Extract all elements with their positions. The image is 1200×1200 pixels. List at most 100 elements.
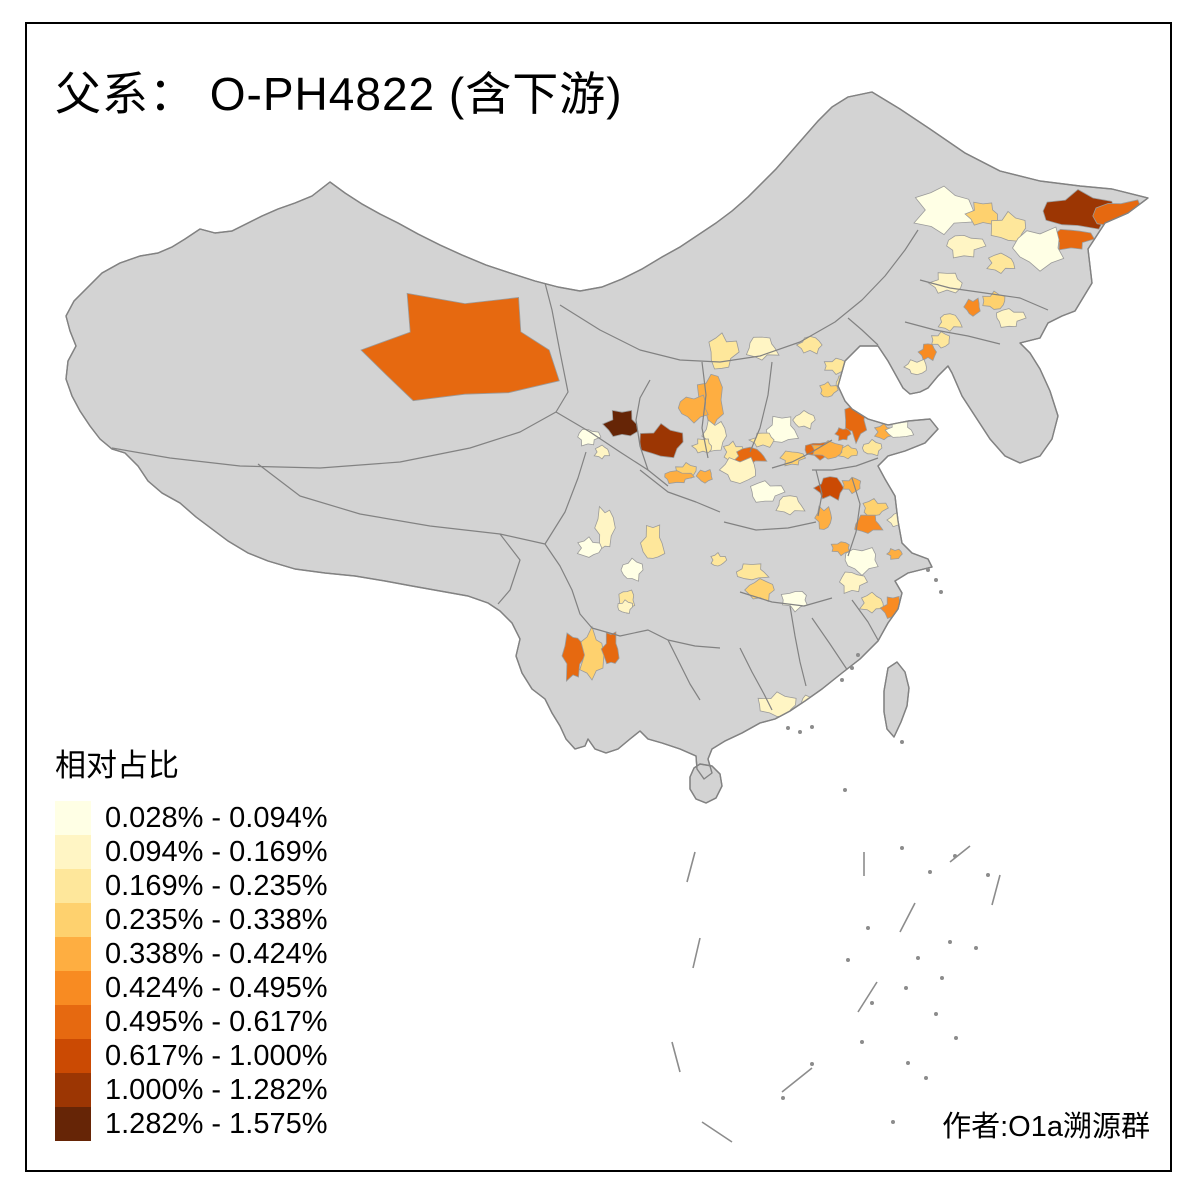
map-region: [617, 599, 633, 614]
sea-boundary-dash: [686, 851, 696, 883]
map-region: [873, 422, 895, 441]
province-border-line: [544, 543, 593, 629]
legend-class-label: 0.617% - 1.000%: [105, 1039, 328, 1072]
legend-title: 相对占比: [55, 748, 179, 783]
legend-swatch: [55, 1073, 91, 1107]
map-region: [677, 394, 709, 424]
legend-class-label: 0.424% - 0.495%: [105, 971, 328, 1004]
map-region: [854, 514, 884, 534]
map-region: [640, 524, 666, 559]
province-border-line: [771, 439, 833, 469]
province-border-line: [639, 469, 721, 513]
island-dot: [860, 1040, 864, 1044]
sea-boundary-dash: [781, 1067, 813, 1093]
island-dot: [866, 926, 870, 930]
province-border-line: [789, 605, 807, 687]
map-region: [795, 335, 823, 355]
legend-swatch: [55, 937, 91, 971]
map-region: [964, 201, 998, 226]
island-dot: [900, 846, 904, 850]
legend-class-label: 1.282% - 1.575%: [105, 1107, 328, 1140]
legend-class-label: 0.495% - 0.617%: [105, 1005, 328, 1038]
land-outline: [65, 91, 1149, 780]
sea-boundary-dash: [857, 981, 878, 1013]
island-dot: [786, 726, 790, 730]
sea-boundary-dash: [701, 1121, 733, 1143]
legend-class-label: 0.028% - 0.094%: [105, 801, 328, 834]
coastline: [689, 763, 723, 804]
legend-swatch: [55, 1039, 91, 1073]
legend-class-label: 0.094% - 0.169%: [105, 835, 328, 868]
legend-class-label: 0.338% - 0.424%: [105, 937, 328, 970]
island-dot: [798, 730, 802, 734]
province-border-line: [815, 469, 823, 517]
map-region: [748, 432, 775, 448]
map-region: [775, 495, 806, 516]
legend-class-row: 0.028% - 0.094%: [55, 801, 327, 835]
map-region: [701, 419, 727, 453]
legend-class-row: 1.000% - 1.282%: [55, 1073, 327, 1107]
legend-swatch: [55, 1005, 91, 1039]
map-region: [594, 505, 616, 551]
province-border-line: [701, 361, 709, 459]
island-dot: [928, 870, 932, 874]
map-region: [812, 476, 845, 501]
province-border-line: [847, 477, 861, 557]
legend: 相对占比 0.028% - 0.094% 0.094% - 0.169% 0.169…: [55, 740, 327, 1141]
province-border-line: [919, 279, 1049, 311]
province-border-line: [739, 647, 773, 711]
province-border-line: [667, 639, 701, 701]
coastline: [65, 91, 1149, 780]
map-region: [576, 536, 603, 558]
province-border-line: [111, 282, 569, 469]
island-dot: [948, 940, 952, 944]
legend-class-row: 0.169% - 0.235%: [55, 869, 327, 903]
map-region: [602, 409, 639, 437]
map-region: [819, 381, 839, 398]
map-region: [718, 456, 756, 484]
map-region: [745, 336, 780, 361]
sea-islands-layer: [671, 568, 1001, 1143]
map-region: [600, 631, 620, 665]
map-region: [862, 497, 889, 517]
province-border-line: [847, 317, 879, 346]
legend-swatch: [55, 1107, 91, 1141]
island-dot: [856, 653, 860, 657]
map-region: [903, 358, 927, 376]
sea-boundary-dash: [899, 902, 916, 933]
map-region: [963, 297, 981, 317]
land-layer: [65, 91, 1149, 804]
map-region: [858, 591, 885, 614]
island-dot: [926, 568, 930, 572]
legend-swatch: [55, 869, 91, 903]
province-border-line: [749, 361, 773, 453]
island-dot: [846, 958, 850, 962]
map-region: [834, 427, 852, 442]
map-region: [708, 332, 740, 370]
map-region: [765, 415, 800, 443]
province-border-line: [635, 379, 651, 471]
island-dot: [906, 1061, 910, 1065]
province-border-line: [544, 451, 587, 545]
legend-swatch: [55, 835, 91, 869]
province-border-line: [591, 627, 721, 649]
island-dot: [954, 1036, 958, 1040]
province-border-line: [555, 411, 669, 487]
island-dot: [843, 788, 847, 792]
province-border-line: [851, 599, 879, 641]
legend-swatch: [55, 971, 91, 1005]
province-border-line: [257, 463, 546, 545]
map-region: [561, 632, 586, 682]
sea-boundary-dash: [671, 1041, 681, 1073]
island-dot: [810, 725, 814, 729]
island-dot: [850, 666, 854, 670]
attribution: 作者:O1a溯源群: [942, 1111, 1150, 1143]
province-border-line: [723, 521, 817, 531]
island-dot: [840, 678, 844, 682]
province-border-line: [739, 591, 833, 607]
legend-class-row: 0.235% - 0.338%: [55, 903, 327, 937]
island-dot: [916, 956, 920, 960]
sea-boundary-dash: [991, 874, 1001, 906]
map-region: [579, 625, 605, 681]
